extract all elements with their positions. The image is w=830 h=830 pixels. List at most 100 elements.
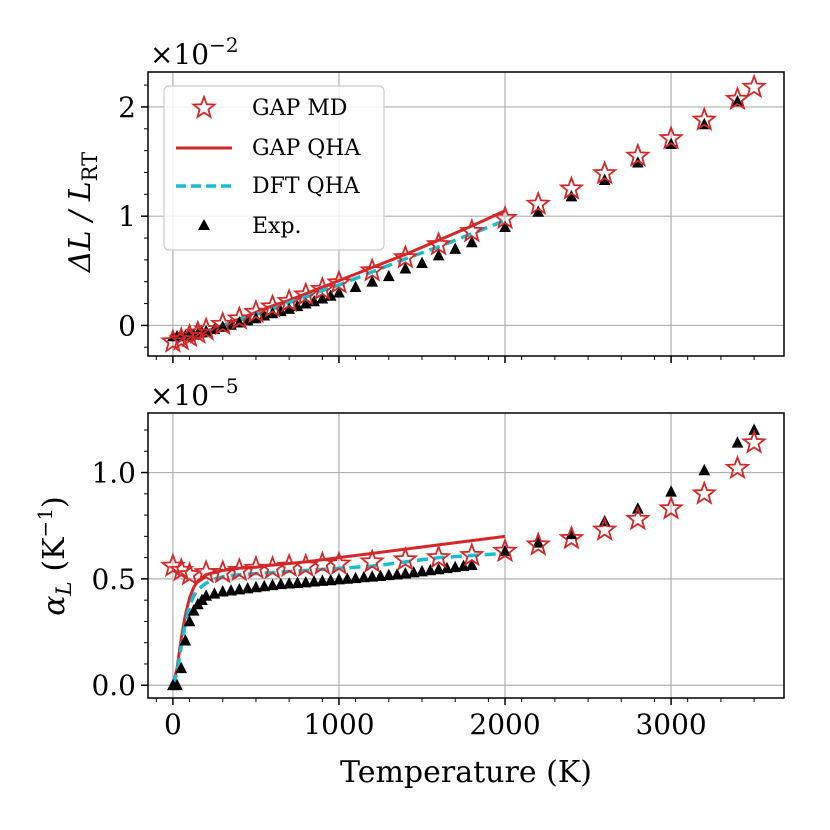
bottom-point-exp: [441, 561, 453, 574]
bottom-point-exp: [274, 577, 287, 590]
bottom-point-gap-md: [392, 546, 419, 571]
bottom-ytick-label: 0.5: [91, 563, 136, 596]
bottom-point-gap-md: [724, 454, 751, 480]
bottom-point-exp: [183, 614, 196, 627]
bottom-point-exp: [374, 569, 387, 582]
bottom-point-gap-md: [624, 505, 651, 531]
top-point-exp: [565, 190, 578, 202]
legend-marker-triangle-icon: [198, 219, 210, 230]
bottom-point-exp: [565, 527, 578, 540]
legend-star-shape: [191, 94, 217, 119]
top-point-exp: [449, 242, 462, 254]
bottom-point-gap-md: [458, 541, 485, 567]
bottom-point-exp: [250, 580, 262, 593]
top-ticks: [141, 84, 755, 363]
top-panel: 0 1 2 ×10−2 ΔL / LRT GAP MD GAP QHA DFT QH…: [63, 33, 785, 363]
bottom-point-exp: [399, 567, 412, 579]
top-point-gap-md: [624, 142, 651, 168]
top-point-exp: [632, 156, 644, 168]
bottom-point-exp: [391, 568, 403, 580]
top-point-exp: [532, 205, 545, 217]
bottom-point-exp: [291, 576, 304, 589]
top-point-gap-md: [741, 73, 768, 99]
bottom-point-exp: [532, 536, 545, 548]
top-point-gap-md: [326, 269, 352, 294]
top-point-gap-md: [359, 257, 386, 282]
bottom-point-gap-md: [691, 480, 718, 505]
top-ytick-label: 1: [118, 200, 136, 233]
bottom-point-exp: [499, 544, 511, 557]
bottom-ytick-label: 0.0: [91, 669, 136, 702]
bottom-ytick-label: 1.0: [91, 457, 136, 490]
top-point-gap-md: [492, 204, 518, 230]
bottom-point-exp: [241, 581, 254, 594]
top-ytick-label: 2: [118, 91, 136, 124]
top-ytick-labels: 0 1 2: [118, 91, 136, 342]
top-point-exp: [399, 262, 412, 274]
top-point-gap-md: [591, 160, 618, 185]
bottom-ticks: [141, 429, 755, 705]
top-point-gap-md: [658, 125, 684, 150]
top-point-gap-md: [209, 310, 236, 336]
bottom-point-exp: [266, 578, 279, 591]
legend-label-gap-md: GAP MD: [252, 96, 347, 121]
bottom-point-exp: [324, 573, 337, 586]
legend: GAP MD GAP QHA DFT QHA Exp.: [163, 85, 385, 251]
bottom-point-gap-md: [525, 531, 552, 556]
bottom-point-exp: [283, 577, 295, 589]
bottom-point-gap-md: [359, 548, 386, 573]
top-plot-frame: [147, 71, 785, 357]
bottom-panel: 0.0 0.5 1.0 0 1000 2000 3000 ×10−5 αL(K−1) Te…: [33, 374, 785, 790]
top-point-gap-md: [525, 190, 552, 216]
top-point-gap-md: [176, 322, 203, 348]
top-point-exp: [333, 286, 345, 298]
bottom-point-exp: [308, 575, 320, 587]
top-point-exp: [382, 269, 395, 282]
top-point-exp: [598, 173, 611, 186]
bottom-scale-factor: ×10−5: [150, 374, 239, 412]
top-point-exp: [349, 280, 362, 293]
bottom-xtick-labels: 0 1000 2000 3000: [164, 708, 707, 741]
bottom-point-exp: [665, 485, 677, 497]
bottom-point-exp: [416, 564, 428, 577]
bottom-point-exp: [432, 562, 445, 575]
legend-entry-exp: Exp.: [198, 214, 302, 239]
bottom-point-exp: [225, 584, 237, 596]
bottom-ytick-labels: 0.0 0.5 1.0: [91, 457, 136, 703]
legend-label-dft-qha: DFT QHA: [252, 174, 361, 199]
top-ytick-label: 0: [118, 309, 136, 342]
bottom-point-exp: [698, 463, 711, 476]
top-point-gap-md: [425, 231, 452, 256]
top-point-gap-md: [184, 319, 211, 345]
top-point-exp: [416, 256, 428, 269]
legend-label-exp: Exp.: [252, 214, 302, 239]
bottom-point-exp: [358, 570, 370, 583]
bottom-point-exp: [748, 423, 760, 435]
legend-marker-star-icon: [191, 94, 217, 119]
top-point-gap-md: [226, 305, 253, 330]
top-point-gap-md: [243, 298, 269, 324]
bottom-point-exp: [731, 436, 744, 448]
bottom-point-gap-md: [658, 495, 684, 520]
top-point-gap-md: [392, 244, 419, 269]
top-point-exp: [366, 275, 379, 287]
bottom-point-exp: [187, 604, 200, 616]
bottom-xtick-label: 2000: [469, 708, 540, 741]
bottom-point-exp: [457, 559, 470, 572]
bottom-xtick-label: 3000: [635, 708, 706, 741]
top-point-gap-md: [168, 326, 195, 351]
top-series: [160, 73, 768, 353]
bottom-point-exp: [216, 585, 229, 597]
legend-label-gap-qha: GAP QHA: [252, 136, 361, 161]
top-point-gap-md: [160, 328, 186, 353]
x-axis-label: Temperature (K): [340, 755, 592, 790]
bottom-point-exp: [407, 566, 420, 578]
top-point-exp: [731, 94, 744, 107]
top-point-exp: [499, 220, 511, 232]
bottom-point-exp: [382, 568, 395, 581]
bottom-point-exp: [233, 583, 246, 595]
bottom-point-exp: [465, 558, 478, 570]
top-point-gap-md: [724, 85, 751, 111]
bottom-point-gap-md: [326, 550, 352, 575]
top-point-gap-md: [259, 293, 286, 318]
